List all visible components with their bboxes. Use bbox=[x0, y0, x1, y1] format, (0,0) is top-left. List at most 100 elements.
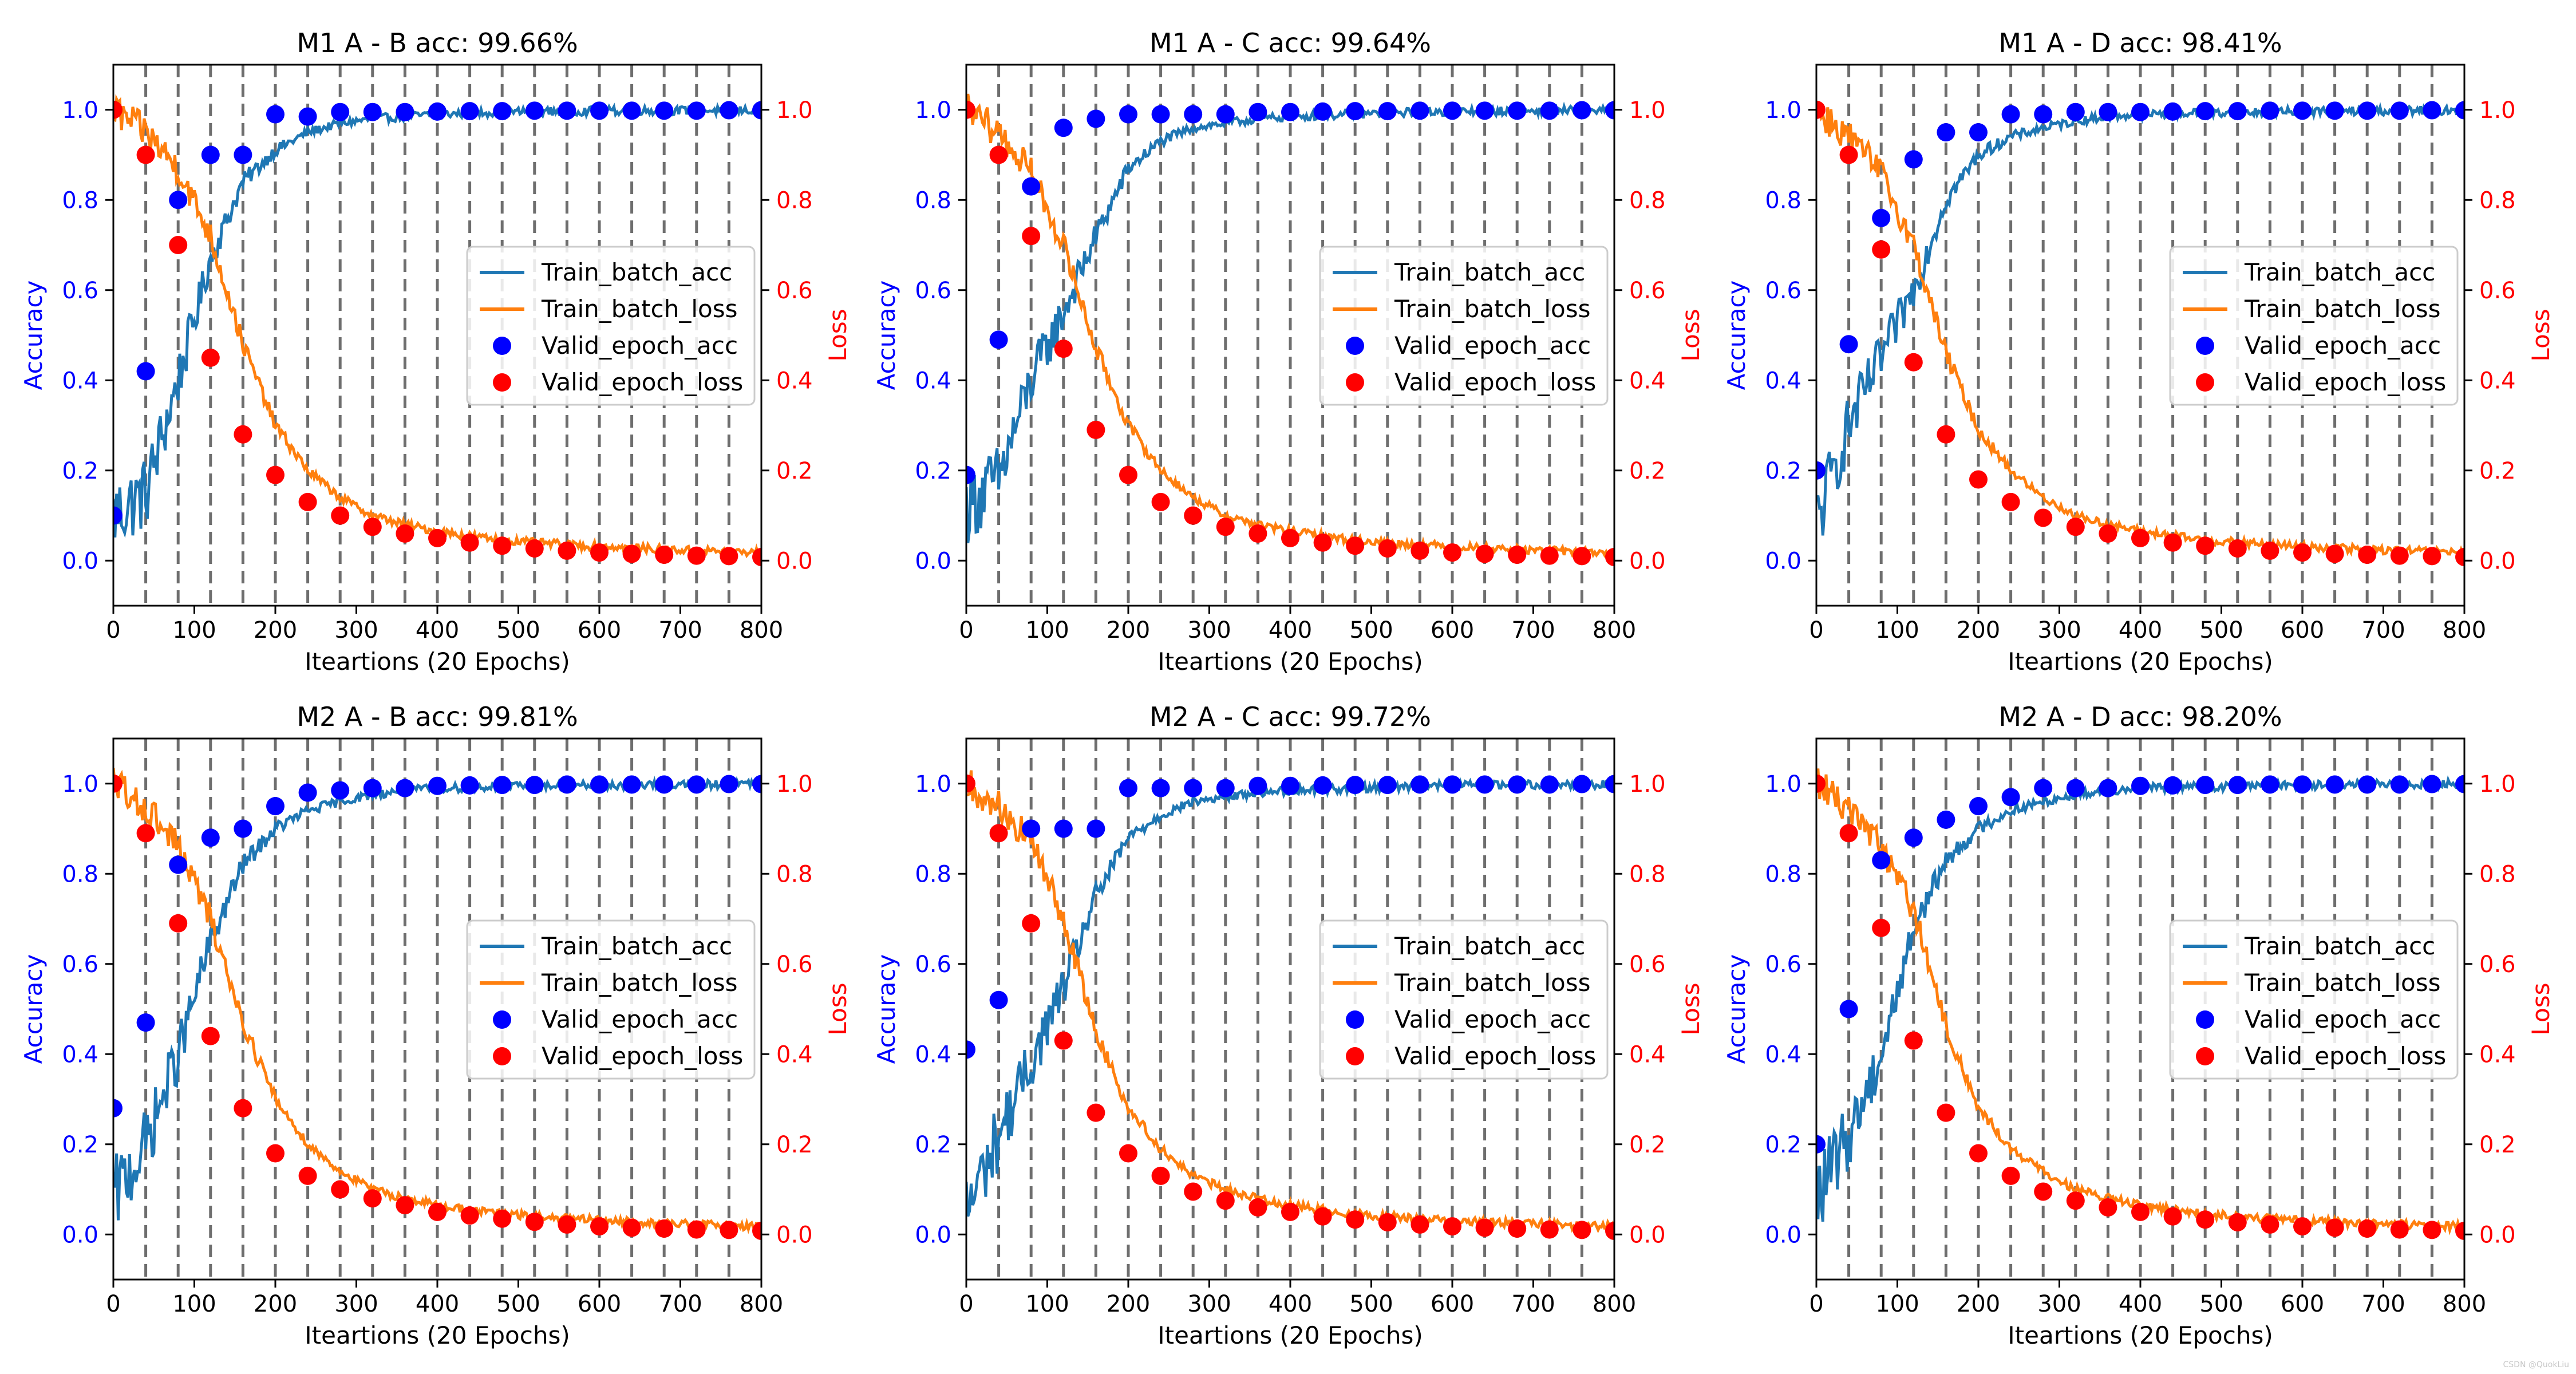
legend-label: Valid_epoch_loss bbox=[1394, 368, 1596, 396]
data-point bbox=[136, 824, 155, 843]
y-tick-label-right: 0.8 bbox=[1629, 861, 1666, 887]
y-tick-label-right: 0.4 bbox=[2479, 368, 2516, 394]
data-point bbox=[752, 101, 761, 120]
x-tick-label: 500 bbox=[1349, 617, 1393, 643]
data-point bbox=[687, 546, 706, 565]
data-point bbox=[1904, 828, 1923, 847]
series-points-valid-epoch-acc bbox=[966, 101, 1614, 484]
data-point bbox=[1281, 102, 1299, 121]
y-tick-label-right: 0.4 bbox=[1629, 1041, 1666, 1068]
legend-swatch-marker bbox=[1346, 373, 1364, 392]
data-point bbox=[136, 1013, 155, 1032]
data-point bbox=[1573, 547, 1591, 566]
data-point bbox=[590, 1217, 609, 1236]
data-point bbox=[1872, 208, 1891, 227]
data-point bbox=[655, 101, 674, 120]
series-points-valid-epoch-loss bbox=[1816, 774, 2464, 1240]
series-layer bbox=[1816, 768, 2464, 1240]
legend: Train_batch_acc Train_batch_loss Valid_epo… bbox=[466, 919, 756, 1080]
data-point bbox=[1540, 1220, 1559, 1239]
x-tick-label: 600 bbox=[578, 1291, 621, 1317]
data-point bbox=[169, 914, 188, 933]
data-point bbox=[428, 776, 447, 795]
data-point bbox=[331, 506, 350, 525]
data-point bbox=[1969, 1144, 1988, 1163]
legend-label: Train_batch_acc bbox=[2244, 932, 2435, 960]
data-point bbox=[1475, 1218, 1494, 1237]
data-point bbox=[1086, 420, 1105, 439]
legend-label: Train_batch_loss bbox=[541, 295, 737, 323]
data-point bbox=[2228, 1213, 2247, 1231]
data-point bbox=[331, 1180, 350, 1199]
x-tick-label: 400 bbox=[2119, 1291, 2162, 1317]
legend-box bbox=[466, 919, 756, 1080]
data-point bbox=[590, 543, 609, 562]
data-point bbox=[2390, 546, 2409, 565]
data-point bbox=[460, 533, 479, 552]
data-point bbox=[1216, 105, 1235, 124]
x-tick-label: 200 bbox=[254, 617, 297, 643]
legend-label: Train_batch_loss bbox=[2244, 969, 2440, 997]
data-point bbox=[460, 1206, 479, 1225]
y-tick-label-right: 1.0 bbox=[1629, 97, 1666, 124]
data-point bbox=[1937, 123, 1955, 142]
x-tick-label: 400 bbox=[2119, 617, 2162, 643]
data-point bbox=[2163, 776, 2182, 795]
data-point bbox=[2455, 101, 2464, 120]
y-tick-label-left: 0.2 bbox=[915, 458, 951, 484]
x-tick-label: 300 bbox=[334, 1291, 378, 1317]
data-point bbox=[1151, 492, 1170, 511]
data-point bbox=[1249, 1198, 1267, 1217]
series-points-valid-epoch-acc bbox=[113, 101, 761, 525]
data-point bbox=[396, 1196, 414, 1215]
data-point bbox=[1313, 102, 1332, 121]
legend-swatch-marker bbox=[2196, 1010, 2214, 1029]
series-points-valid-epoch-loss bbox=[966, 100, 1614, 566]
data-point bbox=[2293, 101, 2312, 120]
data-point bbox=[234, 425, 252, 444]
series-points-valid-epoch-acc bbox=[966, 775, 1614, 1059]
x-tick-label: 300 bbox=[334, 617, 378, 643]
y-tick-label-right: 0.6 bbox=[2479, 951, 2516, 978]
series-layer bbox=[113, 94, 761, 566]
data-point bbox=[201, 145, 220, 164]
y-tick-label-right: 0.6 bbox=[776, 951, 813, 978]
data-point bbox=[1475, 101, 1494, 120]
data-point bbox=[2293, 775, 2312, 794]
x-tick-label: 500 bbox=[496, 1291, 540, 1317]
x-tick-label: 800 bbox=[740, 1291, 783, 1317]
data-point bbox=[2001, 105, 2020, 124]
x-tick-label: 0 bbox=[959, 1291, 973, 1317]
data-point bbox=[234, 819, 252, 838]
data-point bbox=[2099, 102, 2117, 121]
y-tick-label-right: 0.0 bbox=[776, 1222, 813, 1248]
data-point bbox=[2390, 775, 2409, 794]
legend: Train_batch_acc Train_batch_loss Valid_epo… bbox=[2169, 246, 2459, 406]
legend-swatch-marker bbox=[1346, 1010, 1364, 1029]
legend-swatch-marker bbox=[2196, 373, 2214, 392]
data-point bbox=[1508, 546, 1527, 564]
y-tick-label-left: 1.0 bbox=[62, 97, 98, 124]
data-point bbox=[1119, 1144, 1137, 1163]
data-point bbox=[1969, 797, 1988, 816]
data-point bbox=[1411, 1215, 1429, 1234]
y-tick-label-right: 0.0 bbox=[2479, 1222, 2516, 1248]
data-point bbox=[2066, 1191, 2085, 1210]
data-point bbox=[1443, 775, 1461, 794]
data-point bbox=[655, 546, 674, 564]
data-point bbox=[1378, 776, 1397, 795]
data-point bbox=[558, 1215, 576, 1234]
subplot-5: M2 A - C acc: 99.72% 0 100 200 300 400 500 600 7… bbox=[872, 701, 1705, 1349]
legend: Train_batch_acc Train_batch_loss Valid_epo… bbox=[466, 246, 756, 406]
data-point bbox=[1022, 819, 1041, 838]
x-axis-label: Iteartions (20 Epochs) bbox=[305, 647, 570, 676]
y-tick-label-left: 0.6 bbox=[1765, 278, 1801, 304]
data-point bbox=[2196, 536, 2215, 555]
data-point bbox=[1151, 105, 1170, 124]
data-point bbox=[1904, 353, 1923, 372]
data-point bbox=[331, 102, 350, 121]
legend-label: Valid_epoch_acc bbox=[2245, 331, 2441, 360]
legend-label: Valid_epoch_acc bbox=[2245, 1005, 2441, 1033]
data-point bbox=[720, 775, 738, 793]
data-point bbox=[428, 102, 447, 121]
